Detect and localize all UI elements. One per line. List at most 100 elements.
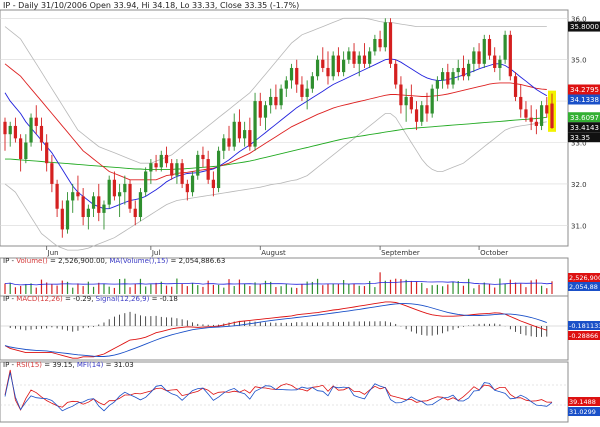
candle-body [326,67,330,77]
candlesticks [3,18,556,238]
month-label: August [261,249,286,257]
candle-body [472,51,476,64]
volume-value: 2,526,900.00 [58,257,105,265]
candle-body [300,84,304,97]
candle-body [45,142,49,164]
candle-body [19,138,23,160]
candle-body [513,76,518,97]
candle-body [243,130,247,139]
candle-body [305,88,309,97]
candle-body [456,67,460,73]
candle-body [206,159,210,180]
candle-body [498,59,502,68]
candle-body [196,154,200,176]
candle-body [404,96,408,106]
price-tag-label: 33.35 [570,134,590,142]
signal-tag-label: -0.181133 [569,322,600,330]
candle-body [315,59,320,77]
candle-body [545,105,549,114]
macd-tag-label: -0.28866 [569,332,598,340]
candle-body [477,51,481,64]
price-tick-label: 33.0 [571,139,587,147]
candle-body [508,34,512,77]
candle-body [123,183,127,193]
candle-body [279,88,283,106]
macd-value: -0.29 [73,295,91,303]
signal-line [4,303,547,357]
candle-body [112,179,117,197]
price-tag-bg [568,112,600,123]
candle-body [216,150,221,189]
candle-body [170,163,174,176]
candle-body [435,80,440,89]
volume-ma-value: 2,054,886.63 [179,257,226,265]
price-tick-label: 36.0 [571,15,587,23]
volume-label: Volume() [16,257,48,265]
rsi-label: RSI(15) [16,361,42,369]
rsi-symbol: IP [3,361,9,369]
price-tag-bg [568,21,600,32]
rsi-line [4,369,553,411]
candle-body [60,208,64,230]
candle-body [149,163,153,172]
moving-averages [4,58,548,210]
candle-body [519,96,523,110]
candle-body [164,154,169,164]
candle-body [352,51,356,64]
candle-body [175,163,179,176]
candle-body [154,163,158,168]
candle-body [284,80,288,89]
candle-body [425,105,429,114]
candle-body [232,121,236,147]
candle-body [331,55,335,77]
candle-body [446,72,450,85]
candle-body [482,38,486,64]
candle-body [128,183,132,209]
candle-body [211,179,215,189]
candle-body [368,51,372,64]
volume-ma-line [4,280,553,286]
candle-body [263,105,268,118]
ma-blue-line [4,58,548,210]
candle-body [378,38,382,48]
candle-body [71,192,75,201]
signal-label: Signal(12,26,9) [96,295,150,303]
candle-body [321,59,325,68]
candle-body [347,51,351,60]
macd-label: MACD(12,26) [16,295,63,303]
candle-body [138,192,143,218]
candle-body [274,96,278,106]
candle-body [357,55,361,64]
candle-body [493,55,497,68]
candle-body [97,196,101,213]
candle-body [55,183,59,209]
volume-tag-label: 2,526,900 [569,274,600,282]
bollinger-upper-line [4,17,547,164]
candle-body [310,76,314,89]
volume-tag-bg [568,273,600,282]
candle-body [237,121,242,139]
price-tick-label: 32.0 [571,181,587,189]
candle-body [253,101,257,147]
month-label: Jun [47,249,59,257]
macd-tag-bg [568,331,600,340]
candle-body [534,121,538,126]
candle-body [159,154,163,168]
price-tag-bg [568,132,600,143]
candle-body [190,175,195,193]
ma-red-line [4,63,547,181]
candle-body [29,117,33,143]
candle-body [50,163,54,184]
price-tag-bg [568,94,600,105]
price-tick-label: 35.0 [571,57,587,65]
signal-tag-bg [568,321,600,330]
candle-body [8,125,12,135]
candle-body [34,117,38,126]
candle-body [388,22,393,64]
price-tag-label: 34.1338 [570,96,599,104]
month-label: October [480,249,508,257]
candle-body [81,196,85,218]
price-tag-label: 35.8000 [570,23,599,31]
candle-body [3,121,7,135]
